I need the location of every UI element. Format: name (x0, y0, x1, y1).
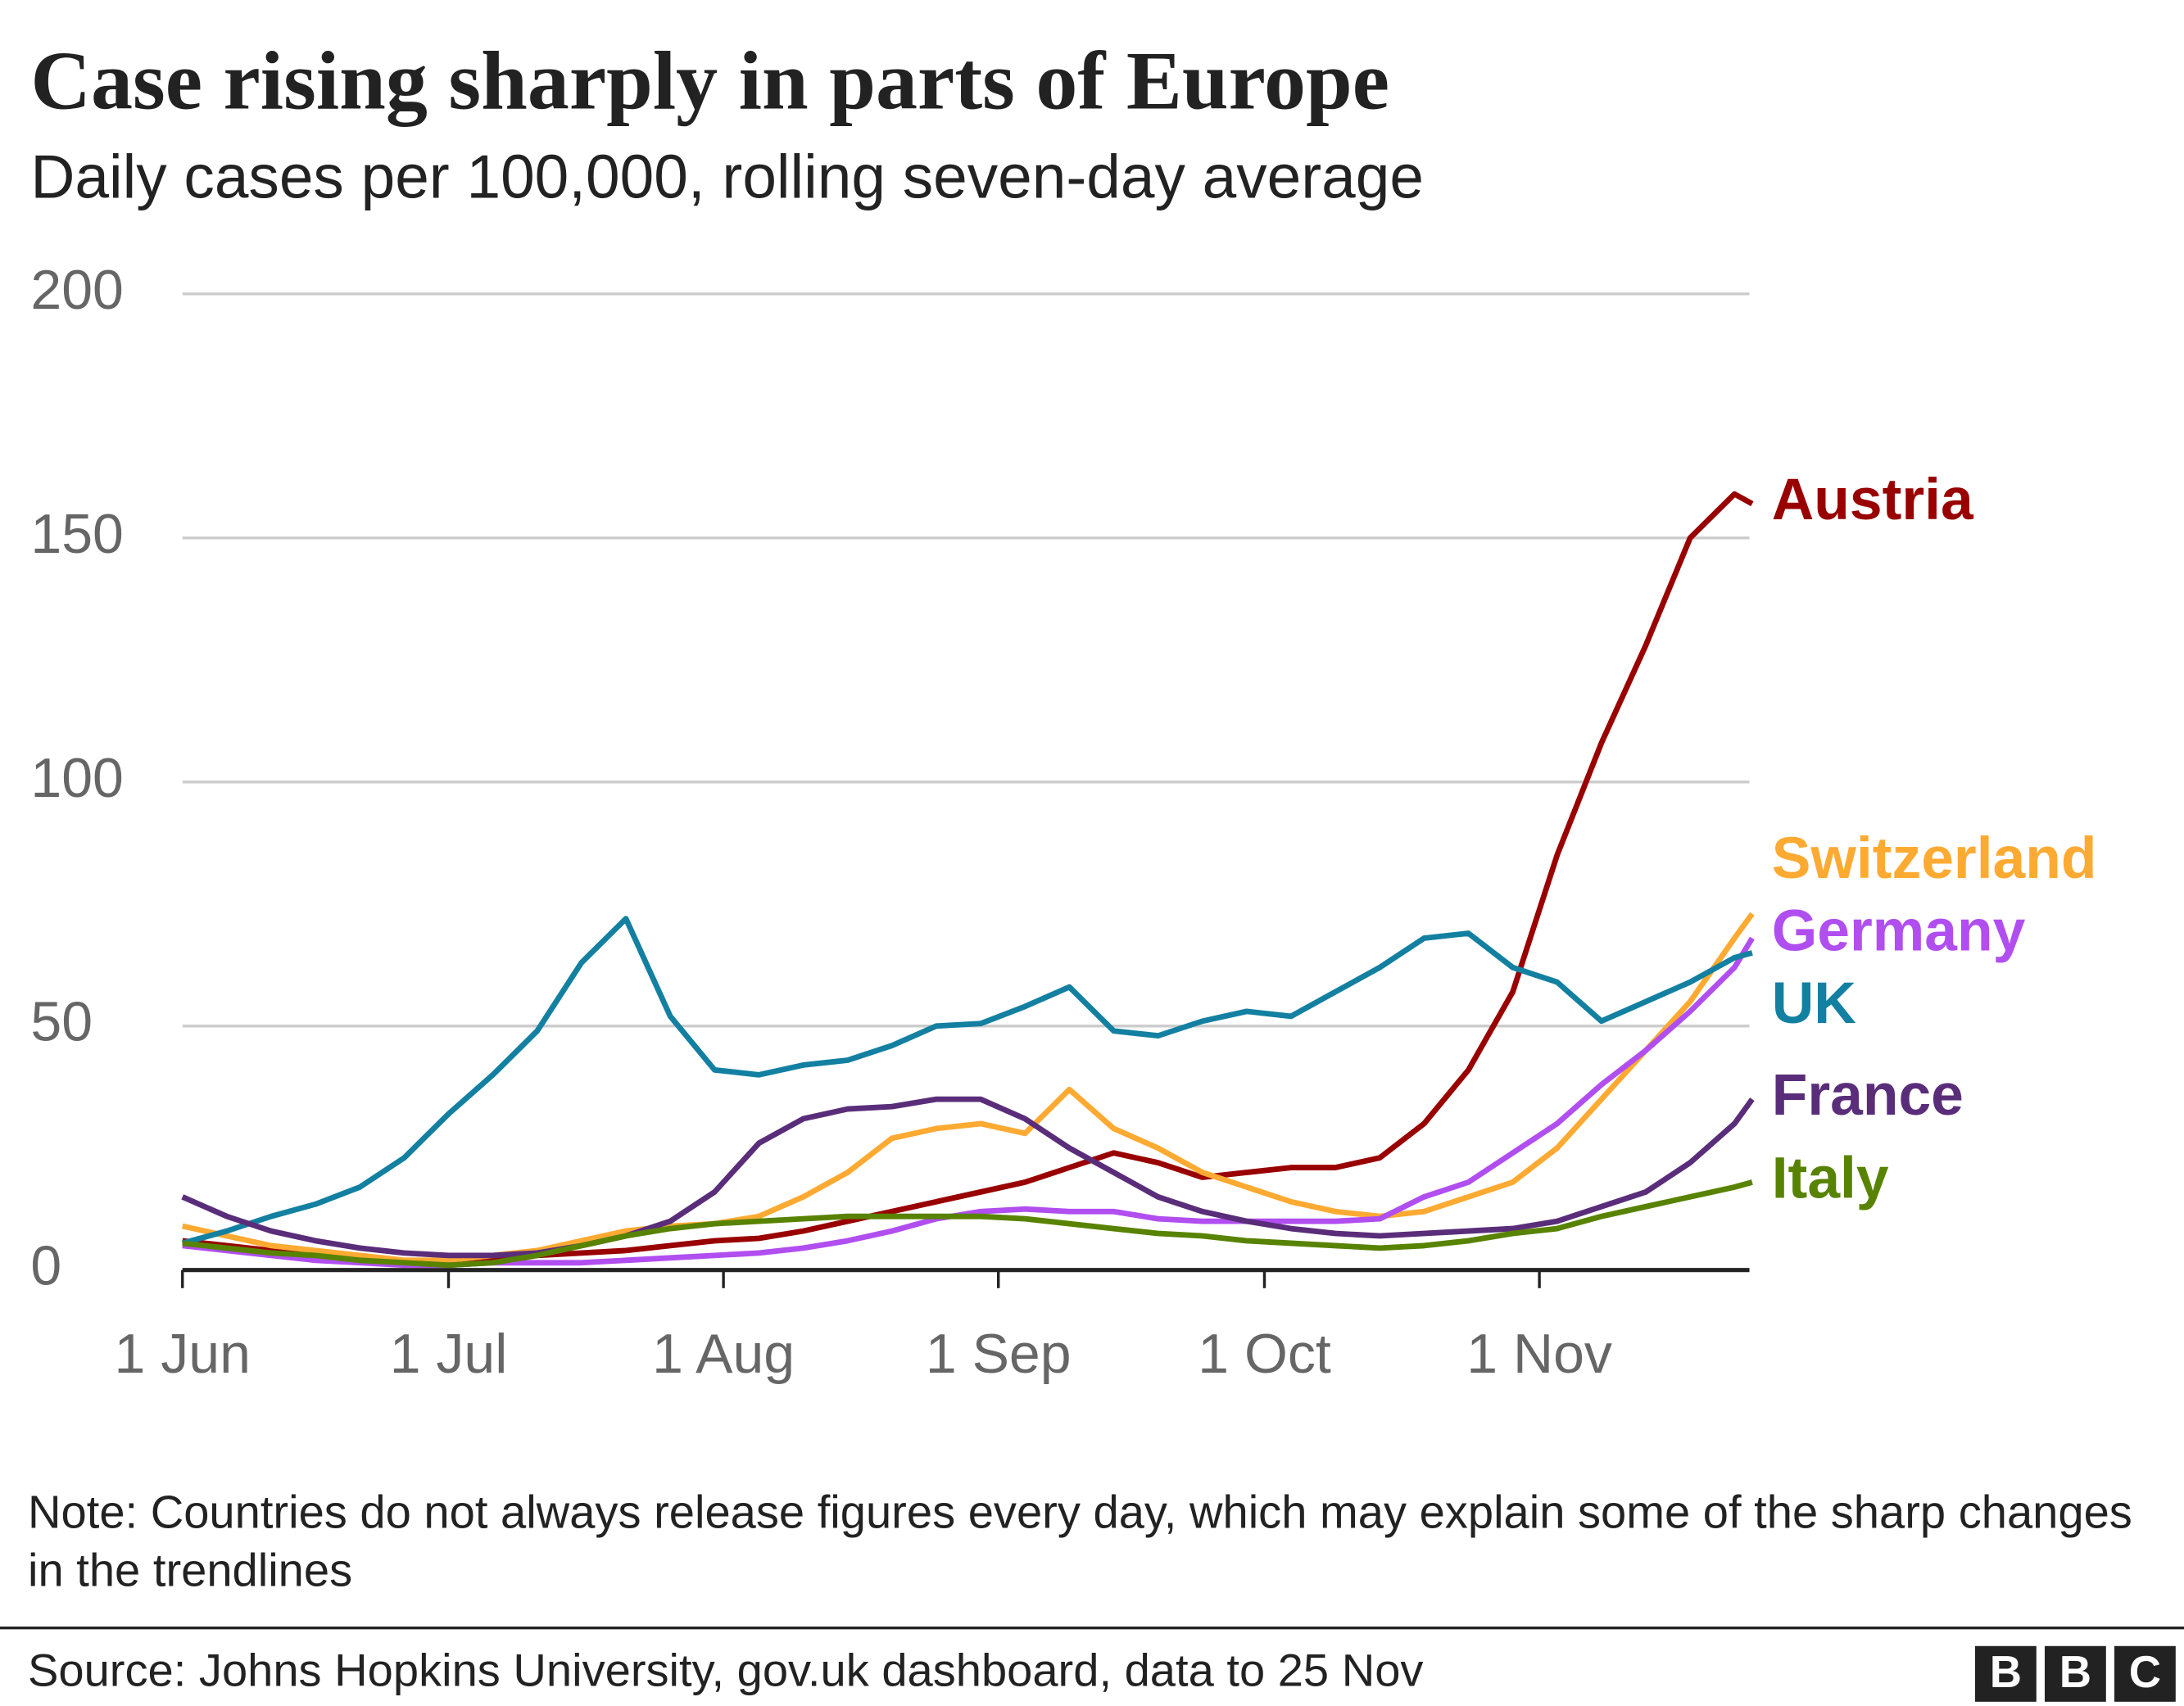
x-tick-label: 1 Jul (390, 1323, 508, 1385)
y-tick-label: 50 (30, 991, 93, 1053)
source: Source: Johns Hopkins University, gov.uk… (28, 1645, 1423, 1696)
x-tick-label: 1 Jun (115, 1323, 251, 1385)
note: Note: Countries do not always release fi… (28, 1486, 2132, 1596)
note-box: Note: Countries do not always release fi… (28, 1486, 2132, 1596)
x-tick-label: 1 Sep (926, 1323, 1072, 1385)
series-label: Germany (1772, 898, 2026, 963)
y-tick-label: 100 (30, 747, 123, 809)
y-tick-label: 0 (30, 1235, 61, 1297)
series-line (182, 1179, 1753, 1269)
series-label: UK (1772, 971, 1856, 1036)
x-tick-label: 1 Nov (1466, 1323, 1612, 1385)
series-line (181, 916, 1753, 1247)
series-label: France (1772, 1062, 1964, 1128)
logo-box (1974, 1645, 2037, 1702)
logo-letter: B (1990, 1647, 2022, 1697)
series-line (181, 1096, 1755, 1259)
series-label: Switzerland (1772, 826, 2097, 891)
logo-letter: C (2129, 1647, 2161, 1697)
logo-box (2114, 1645, 2176, 1702)
y-tick-label: 200 (30, 259, 123, 321)
x-tick-label: 1 Oct (1198, 1323, 1331, 1385)
x-tick-label: 1 Aug (652, 1323, 795, 1385)
series-label: Austria (1772, 467, 1974, 532)
logo-letter: B (2059, 1647, 2091, 1697)
series-line (182, 912, 1755, 1264)
chart-title: Case rising sharply in parts of Europe (30, 35, 1389, 128)
chart-subtitle: Daily cases per 100,000, rolling seven-d… (30, 143, 1424, 211)
series-label: Italy (1772, 1145, 1889, 1210)
y-tick-label: 150 (30, 503, 123, 565)
logo-box (2044, 1645, 2106, 1702)
